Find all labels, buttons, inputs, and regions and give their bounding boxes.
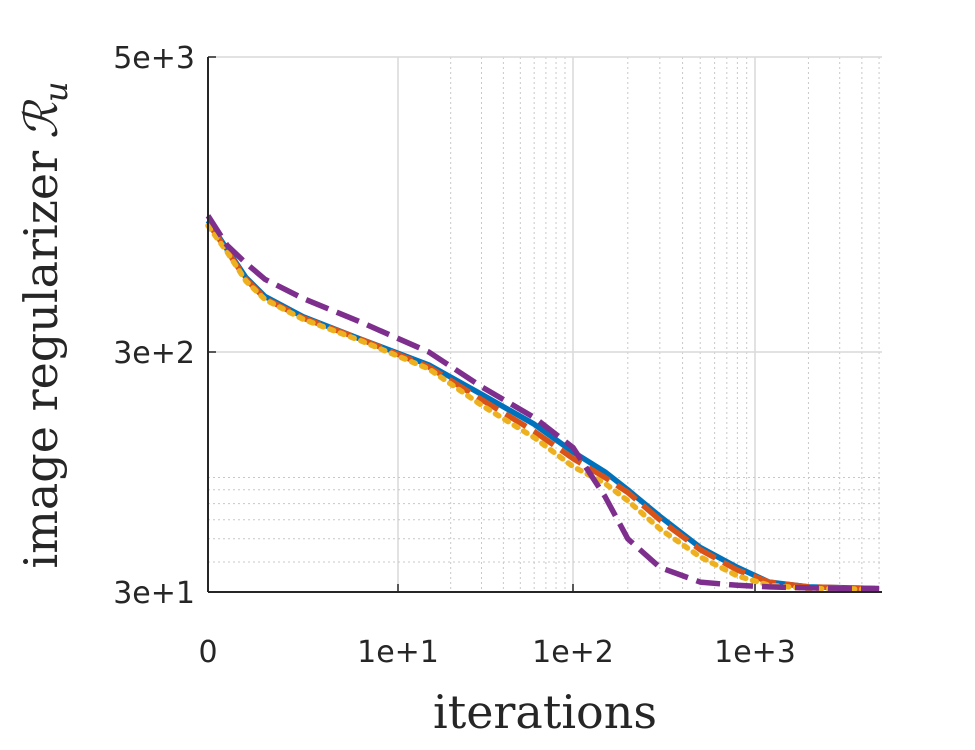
y-axis-title: image regularizer ℛu [14,82,75,569]
series-line-3 [205,223,882,593]
x-tick-label: 0 [198,635,217,670]
x-tick-label: 1e+1 [357,635,439,670]
y-axis-title-text: image regularizer [14,151,68,569]
x-tick-label: 1e+3 [714,635,796,670]
series-group [205,214,882,593]
y-tick-label: 3e+2 [113,336,195,371]
series-line-4 [205,214,880,592]
y-tick-label: 3e+1 [113,576,195,611]
series-line-1 [205,219,880,592]
x-tick-label: 1e+2 [532,635,614,670]
grid [208,56,882,592]
series-line-2 [205,221,880,592]
axes [207,56,882,593]
tick-labels: 0 1e+1 1e+2 1e+3 5e+3 3e+2 3e+1 [113,41,796,670]
y-axis-title-symbol: ℛ [14,99,68,139]
x-axis-title: iterations [433,685,657,739]
y-axis-title-subscript: u [37,82,75,103]
y-tick-label: 5e+3 [113,41,195,76]
